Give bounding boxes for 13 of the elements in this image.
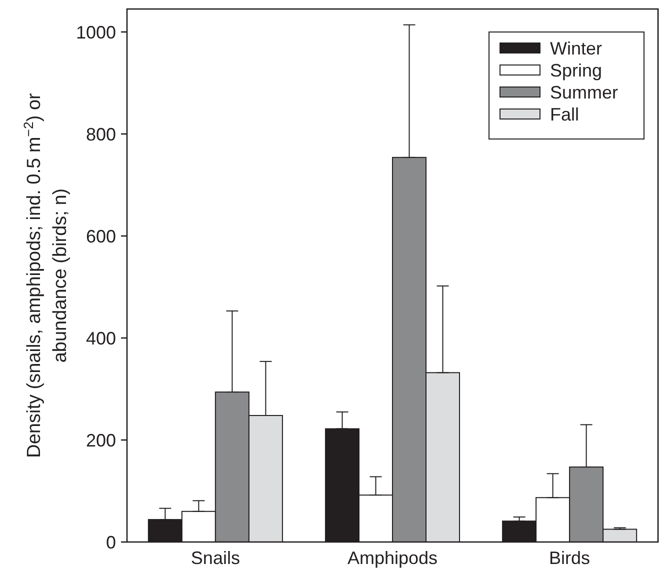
y-tick-label: 600	[86, 226, 116, 246]
legend-label: Fall	[550, 104, 580, 124]
y-tick-label: 400	[86, 328, 116, 348]
legend-label: Summer	[550, 82, 618, 102]
y-tick-label: 1000	[76, 22, 116, 42]
legend-label: Spring	[550, 60, 602, 80]
y-tick-label: 200	[86, 430, 116, 450]
y-tick-label: 800	[86, 124, 116, 144]
x-tick-label: Birds	[549, 548, 590, 568]
x-tick-label: Snails	[190, 548, 240, 568]
legend-label: Winter	[550, 38, 602, 58]
x-tick-label: Amphipods	[347, 548, 438, 568]
y-tick-label: 0	[106, 532, 116, 552]
